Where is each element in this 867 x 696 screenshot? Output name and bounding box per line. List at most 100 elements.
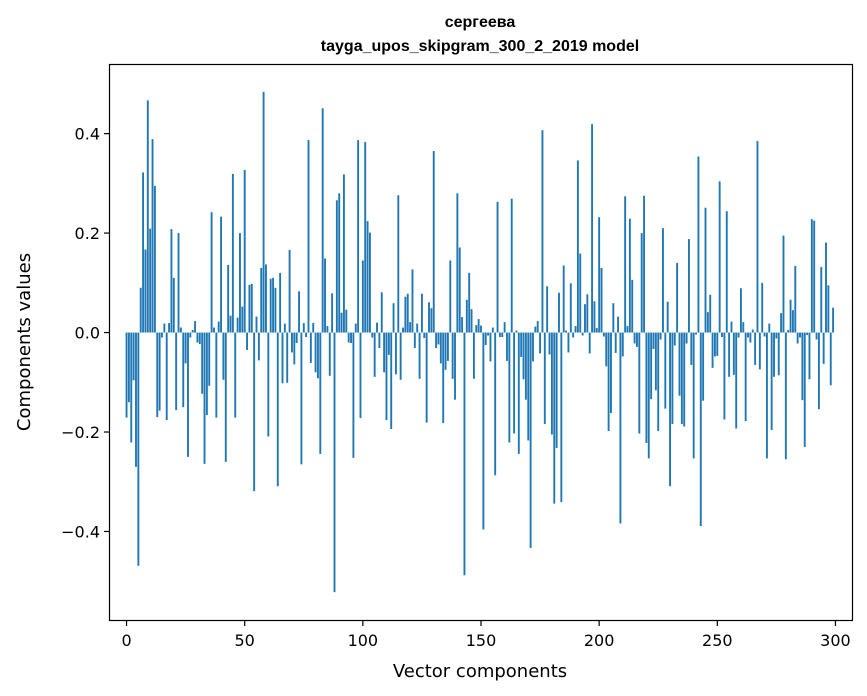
bar-component-213 [628,218,631,333]
bar-component-74 [300,332,303,465]
bar-component-219 [643,195,645,333]
bar-component-176 [541,130,544,333]
bar-component-20 [172,277,175,333]
bar-component-195 [586,294,589,333]
bar-component-10 [149,228,152,333]
y-axis-label: Components values [14,253,35,431]
bar-component-299 [832,307,835,333]
chart-title: сергеева [445,14,516,31]
bar-component-119 [406,293,409,333]
bar-component-278 [782,235,785,333]
bar-component-128 [428,302,430,333]
bar-component-171 [529,332,532,548]
bar-component-189 [572,332,575,338]
bar-component-14 [158,332,161,411]
bar-component-272 [768,323,771,333]
bar-component-235 [680,332,683,425]
bar-component-254 [725,211,728,333]
bar-component-216 [636,332,638,347]
bar-component-92 [343,174,345,333]
bar-component-4 [135,332,137,467]
bar-component-280 [787,330,790,333]
bar-component-248 [711,332,714,368]
y-tick-label: 0.4 [75,125,100,144]
bar-component-281 [789,299,792,333]
bar-component-265 [751,329,754,333]
bar-component-85 [326,326,329,333]
bar-component-142 [461,317,464,333]
bar-component-102 [366,221,369,333]
bar-component-59 [265,264,267,333]
bar-component-72 [295,332,298,343]
bar-component-247 [709,294,712,333]
bar-component-89 [335,200,338,333]
bar-component-279 [784,332,787,460]
bar-component-165 [515,330,518,333]
bar-component-48 [239,233,241,333]
bar-component-182 [555,332,558,448]
bar-component-17 [165,332,168,421]
bar-component-258 [735,332,738,429]
bar-component-244 [702,332,705,401]
bar-component-29 [194,321,197,333]
bar-component-122 [413,332,416,348]
bar-component-2 [130,332,133,443]
x-tick-label: 150 [466,631,497,650]
bar-component-287 [803,332,806,447]
bar-component-252 [721,332,723,338]
y-axis-ticks: −0.4 −0.2 0.0 0.2 0.4 [61,125,110,541]
bar-component-75 [302,323,305,333]
x-tick-label: 300 [820,631,851,650]
bar-component-99 [359,332,362,419]
bar-component-173 [534,326,537,333]
bar-component-23 [179,327,182,333]
bar-component-106 [376,322,378,333]
bar-component-178 [546,286,549,333]
bar-component-51 [246,332,248,350]
bar-component-274 [773,332,775,377]
bar-component-243 [699,332,702,526]
bar-component-84 [324,258,326,333]
bar-component-268 [758,332,761,370]
bar-component-291 [813,220,816,333]
bar-component-86 [328,332,331,376]
bar-component-290 [810,219,813,333]
bar-component-231 [671,332,674,425]
bar-component-271 [765,332,768,459]
bar-component-27 [189,332,192,338]
bar-component-134 [442,332,445,424]
chart-subtitle: tayga_upos_skipgram_300_2_2019 model [321,38,639,55]
bar-component-250 [716,332,719,356]
bar-component-143 [463,332,466,576]
bar-component-223 [652,332,655,349]
bar-component-131 [435,332,438,348]
bar-component-212 [626,326,629,333]
bar-component-71 [293,332,296,365]
bar-component-126 [423,332,426,339]
bar-component-206 [612,303,615,333]
bar-component-170 [527,332,530,441]
bar-component-211 [624,196,627,333]
bar-component-7 [142,172,145,333]
bar-component-101 [364,142,367,333]
bar-component-57 [260,267,263,333]
y-tick-label: 0.0 [75,324,100,343]
bar-component-270 [763,332,766,337]
bar-component-207 [614,332,617,353]
bar-component-230 [669,332,671,487]
bar-component-112 [390,332,393,430]
bar-component-151 [482,332,485,530]
bar-component-220 [645,332,648,443]
bar-component-98 [357,140,360,333]
bar-component-184 [560,332,563,503]
bar-component-111 [387,332,390,355]
bar-component-150 [480,325,482,333]
bar-component-225 [657,332,660,432]
bar-component-295 [822,332,825,364]
bar-component-6 [139,287,142,333]
bar-component-104 [371,332,374,338]
bar-component-25 [184,332,187,364]
bar-component-44 [229,315,232,333]
